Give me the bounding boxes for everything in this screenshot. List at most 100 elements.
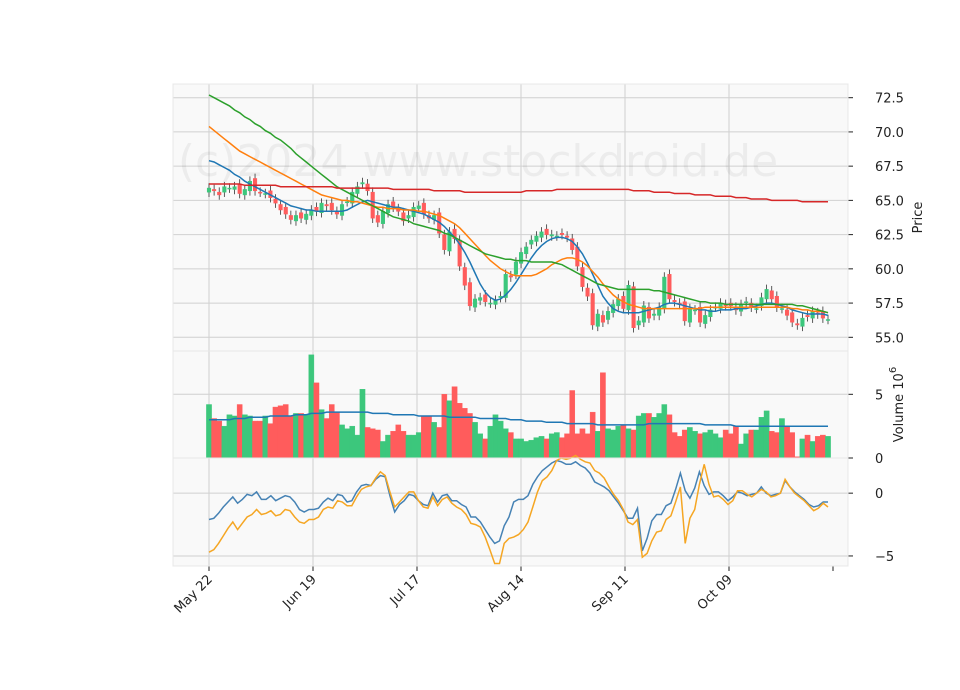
oscillator-line-1 — [208, 459, 828, 552]
candle-body — [452, 228, 457, 239]
volume-bar — [318, 409, 325, 459]
candle-body — [825, 319, 831, 321]
volume-bar — [543, 438, 550, 459]
candle-body — [278, 204, 283, 211]
candle-body — [631, 286, 636, 328]
candle-body — [626, 285, 631, 311]
volume-y-tick-label: 5 — [875, 388, 883, 403]
candle-body — [590, 293, 595, 326]
candle-body — [559, 232, 565, 235]
volume-bar — [579, 428, 586, 459]
volume-bar — [676, 436, 683, 459]
volume-bar — [594, 431, 601, 459]
volume-bar — [804, 434, 811, 459]
candle-body — [652, 313, 657, 316]
x-tick-label: May 22 — [172, 572, 216, 616]
volume-bar — [334, 411, 340, 459]
volume-bar — [298, 413, 304, 459]
volume-bar — [615, 425, 622, 459]
candle-body — [682, 301, 687, 322]
candle-body — [549, 234, 554, 237]
candle-body — [692, 309, 698, 312]
volume-bar — [293, 413, 299, 459]
volume-bar — [236, 404, 243, 459]
volume-bar — [528, 439, 535, 459]
candle-body — [698, 306, 703, 323]
volume-axis-label-text: Volume 10 — [892, 373, 907, 442]
candle-body — [744, 301, 749, 303]
x-tick-label: Oct 09 — [695, 572, 736, 613]
volume-bar — [538, 436, 545, 459]
candle-body — [539, 231, 544, 238]
volume-bar — [661, 404, 668, 459]
volume-bar — [666, 414, 673, 459]
price-y-tick-label: 70.0 — [875, 126, 904, 141]
volume-bar — [349, 425, 356, 459]
candle-body — [636, 320, 641, 326]
volume-bar — [344, 428, 350, 459]
candle-body — [703, 315, 708, 324]
volume-bar — [492, 414, 499, 459]
candle-body — [462, 267, 467, 286]
candle-body — [375, 215, 380, 223]
volume-bar — [415, 432, 422, 459]
candle-body — [380, 211, 385, 224]
volume-bar — [753, 429, 760, 459]
candle-body — [416, 205, 421, 209]
volume-bar — [262, 415, 269, 459]
x-tick-label: Jun 19 — [280, 572, 320, 612]
volume-bar — [482, 438, 489, 459]
candle-body — [483, 294, 488, 302]
candle-body — [345, 201, 350, 204]
candle-body — [355, 186, 360, 194]
candle-body — [667, 274, 672, 300]
volume-bar — [426, 415, 432, 459]
candle-body — [283, 206, 288, 215]
volume-bar — [446, 400, 453, 459]
price-axis-label: Price — [911, 202, 926, 234]
price-y-tick-label: 60.0 — [875, 263, 904, 278]
candle-body — [595, 313, 600, 327]
volume-bar — [231, 415, 238, 459]
volume-bar — [467, 413, 473, 459]
volume-bar — [211, 418, 217, 459]
candle-body — [299, 212, 304, 219]
volume-bar — [252, 420, 258, 459]
volume-bar — [728, 433, 734, 459]
volume-average-line — [209, 411, 828, 427]
candle-body — [350, 191, 355, 204]
volume-bar — [405, 434, 412, 459]
volume-bar — [799, 438, 806, 459]
volume-bar — [267, 423, 274, 459]
candle-body — [708, 309, 713, 318]
x-tick-label: Sep 11 — [589, 572, 632, 615]
volume-bar — [574, 433, 581, 459]
candle-body — [232, 186, 237, 190]
volume-bar — [646, 413, 652, 459]
candle-body — [478, 297, 483, 301]
candle-body — [754, 308, 759, 310]
volume-bar — [339, 424, 345, 459]
volume-bar — [216, 420, 223, 459]
candle-body — [800, 317, 805, 327]
volume-bar — [820, 434, 826, 459]
volume-bar — [533, 437, 540, 459]
moving-average-line-2 — [208, 125, 829, 314]
candle-body — [339, 204, 345, 216]
candle-body — [774, 295, 779, 308]
candle-body — [488, 302, 493, 305]
volume-bar — [487, 425, 494, 459]
candle-body — [467, 282, 472, 307]
watermark: (c)2024 www.stockdroid.de — [178, 136, 778, 187]
volume-bar — [589, 411, 596, 459]
volume-bar — [354, 434, 361, 459]
volume-bar — [564, 433, 570, 459]
price-y-tick-label: 72.5 — [875, 92, 904, 107]
volume-bar — [221, 425, 228, 459]
volume-bar — [226, 414, 233, 459]
candle-body — [242, 189, 247, 196]
volume-bar — [390, 431, 396, 459]
volume-bar — [272, 406, 279, 459]
candle-body — [544, 228, 549, 235]
